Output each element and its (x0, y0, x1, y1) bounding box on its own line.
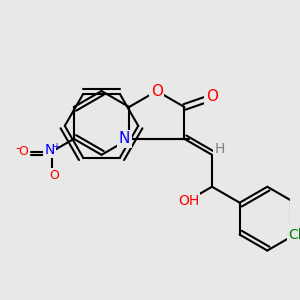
Text: Cl: Cl (288, 228, 300, 242)
Text: -: - (15, 142, 20, 155)
Text: N: N (118, 131, 130, 146)
Text: O: O (206, 89, 218, 104)
Text: O: O (18, 145, 28, 158)
Text: H: H (214, 142, 225, 156)
Text: O: O (151, 83, 163, 98)
Text: O: O (49, 169, 59, 182)
Text: +: + (52, 142, 60, 152)
Text: N: N (45, 143, 55, 157)
Text: OH: OH (178, 194, 199, 208)
